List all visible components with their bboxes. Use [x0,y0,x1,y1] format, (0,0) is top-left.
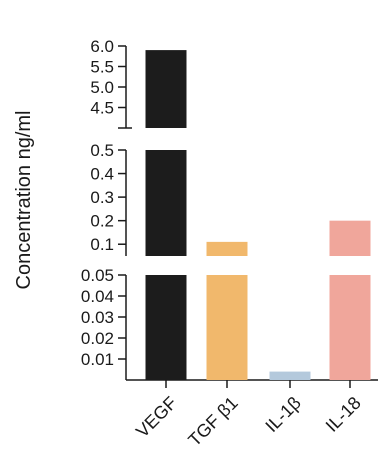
y-axis-title: Concentration ng/ml [13,111,35,290]
y-tick-label: 0.5 [90,141,114,160]
y-ticks: 0.01 0.02 0.03 0.04 0.05 0.1 0.2 0.3 0.4 0.5 4.5 5.… [81,37,126,369]
y-tick-label: 0.04 [81,287,114,306]
x-category-label: VEGF [132,393,181,442]
y-tick-label: 0.3 [90,188,114,207]
x-category-label: TGF β1 [184,393,242,451]
y-tick-label: 0.4 [90,165,114,184]
y-tick-label: 5.0 [90,78,114,97]
y-tick-label: 0.01 [81,350,114,369]
bar-vegf [145,150,187,256]
y-tick-label: 4.5 [90,99,114,118]
bar-vegf [145,275,187,380]
bar-tgf-1 [206,241,248,256]
bar-il-1- [269,371,311,380]
x-category-labels: VEGF TGF β1 IL-1β IL-18 [132,380,365,450]
bar-il-18 [329,275,371,380]
bars [145,50,371,380]
y-tick-label: 0.05 [81,266,114,285]
y-tick-label: 0.03 [81,308,114,327]
y-tick-label: 6.0 [90,37,114,56]
bar-il-18 [329,220,371,256]
y-tick-label: 0.2 [90,212,114,231]
x-category-label: IL-18 [322,393,365,436]
bar-vegf [145,50,187,128]
y-tick-label: 0.02 [81,329,114,348]
x-category-label: IL-1β [261,393,304,436]
y-tick-label: 0.1 [90,235,114,254]
bar-tgf-1 [206,275,248,380]
y-tick-label: 5.5 [90,58,114,77]
